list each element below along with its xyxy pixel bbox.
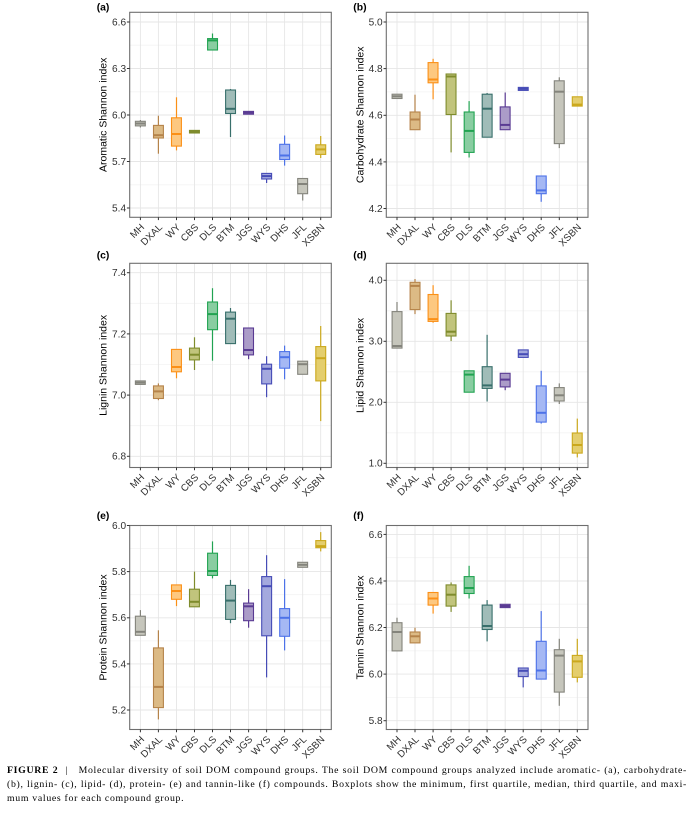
svg-text:5.0: 5.0 [369, 17, 383, 28]
svg-text:4.0: 4.0 [369, 276, 383, 287]
svg-text:4.8: 4.8 [369, 64, 383, 75]
svg-text:7.0: 7.0 [112, 391, 126, 402]
svg-text:6.2: 6.2 [369, 623, 383, 634]
svg-text:1.0: 1.0 [369, 459, 383, 470]
svg-text:6.0: 6.0 [112, 521, 126, 532]
svg-text:(a): (a) [97, 3, 110, 14]
svg-text:(d): (d) [353, 251, 366, 262]
svg-text:6.3: 6.3 [112, 64, 126, 75]
svg-text:(f): (f) [353, 511, 363, 522]
svg-text:5.4: 5.4 [112, 203, 126, 214]
svg-text:Lignin Shannon index: Lignin Shannon index [98, 314, 110, 416]
svg-text:2.0: 2.0 [369, 398, 383, 409]
svg-text:4.2: 4.2 [369, 204, 383, 215]
svg-text:5.4: 5.4 [112, 659, 126, 670]
svg-text:Protein Shannon index: Protein Shannon index [98, 574, 110, 681]
svg-text:4.6: 4.6 [369, 111, 383, 122]
svg-text:7.4: 7.4 [112, 268, 126, 279]
svg-text:4.4: 4.4 [369, 157, 383, 168]
svg-text:(c): (c) [97, 251, 110, 262]
svg-text:6.0: 6.0 [369, 670, 383, 681]
svg-text:5.8: 5.8 [369, 716, 383, 727]
svg-text:(e): (e) [97, 511, 110, 522]
svg-text:3.0: 3.0 [369, 337, 383, 348]
svg-text:6.4: 6.4 [369, 576, 383, 587]
svg-text:6.6: 6.6 [112, 17, 126, 28]
svg-text:5.8: 5.8 [112, 567, 126, 578]
svg-text:6.0: 6.0 [112, 110, 126, 121]
svg-text:6.6: 6.6 [369, 530, 383, 541]
svg-text:6.8: 6.8 [112, 452, 126, 463]
svg-text:5.2: 5.2 [112, 705, 126, 716]
svg-text:5.7: 5.7 [112, 157, 126, 168]
svg-text:Aromatic Shannon index: Aromatic Shannon index [98, 57, 110, 172]
svg-text:Carbohydrate Shannon index: Carbohydrate Shannon index [355, 46, 367, 183]
svg-text:Lipid Shannon index: Lipid Shannon index [355, 317, 367, 413]
svg-text:5.6: 5.6 [112, 613, 126, 624]
svg-text:(b): (b) [353, 3, 366, 14]
svg-text:7.2: 7.2 [112, 329, 126, 340]
svg-text:Tannin Shannon index: Tannin Shannon index [355, 575, 367, 680]
